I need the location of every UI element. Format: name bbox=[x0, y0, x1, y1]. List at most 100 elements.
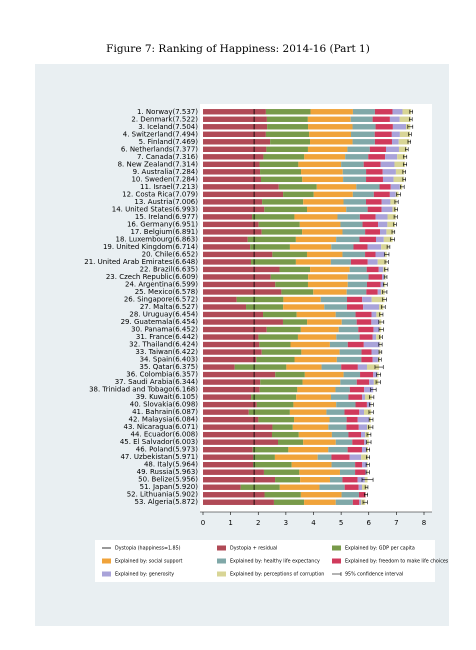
confidence-interval bbox=[409, 109, 413, 114]
legend-label: Explained by: freedom to make life choic… bbox=[345, 559, 449, 565]
bar-segment bbox=[373, 191, 390, 198]
bar-segment bbox=[379, 229, 387, 235]
bar-segment bbox=[303, 199, 344, 205]
confidence-interval bbox=[368, 410, 374, 415]
bar-segment bbox=[307, 116, 351, 122]
legend-area bbox=[95, 540, 435, 582]
bar-segment bbox=[352, 124, 376, 130]
bar-segment bbox=[203, 356, 257, 363]
y-tick-label: 12. Costa Rica(7.079) bbox=[122, 190, 198, 198]
y-tick-label: 6. Netherlands(7.377) bbox=[121, 145, 198, 153]
bar-segment bbox=[250, 259, 296, 265]
bar-segment bbox=[356, 319, 372, 325]
bar-segment bbox=[357, 477, 365, 483]
confidence-interval bbox=[364, 485, 369, 490]
y-tick-label: 21. United Arab Emirates(6.648) bbox=[84, 258, 198, 266]
bar-segment bbox=[203, 266, 280, 273]
bar-segment bbox=[271, 431, 299, 438]
bar-segment bbox=[359, 334, 373, 340]
bar-segment bbox=[343, 176, 367, 183]
confidence-interval bbox=[384, 252, 390, 257]
bar-segment bbox=[358, 484, 363, 490]
bar-segment bbox=[278, 184, 317, 190]
y-tick-label: 43. Nicaragua(6.071) bbox=[123, 423, 198, 431]
bar-segment bbox=[203, 492, 265, 498]
confidence-interval bbox=[383, 282, 388, 287]
bar-segment bbox=[379, 184, 391, 190]
bar-segment bbox=[306, 251, 343, 258]
bar-segment bbox=[300, 492, 342, 498]
bar-segment bbox=[371, 349, 379, 355]
y-tick-label: 49. Russia(5.963) bbox=[137, 468, 199, 476]
confidence-interval bbox=[374, 365, 384, 370]
x-tick-label: 0 bbox=[201, 519, 205, 527]
bar-segment bbox=[368, 274, 383, 280]
bar-segment bbox=[298, 161, 342, 168]
bar-segment bbox=[203, 334, 259, 340]
bar-segment bbox=[297, 386, 336, 393]
y-tick-label: 30. Panama(6.452) bbox=[131, 326, 198, 334]
bar-segment bbox=[252, 214, 295, 220]
bar-segment bbox=[297, 334, 337, 340]
bar-segment bbox=[375, 124, 393, 130]
bar-segment bbox=[266, 146, 308, 153]
bar-segment bbox=[275, 477, 301, 483]
bar-segment bbox=[259, 161, 299, 168]
y-tick-label: 14. United States(6.993) bbox=[112, 205, 199, 213]
bar-segment bbox=[256, 356, 295, 363]
bar-segment bbox=[331, 431, 349, 438]
y-tick-label: 25. Mexico(6.578) bbox=[135, 288, 199, 296]
bar-segment bbox=[203, 214, 253, 220]
confidence-interval bbox=[375, 380, 381, 385]
bar-segment bbox=[310, 139, 353, 145]
x-tick-label: 1 bbox=[228, 519, 232, 527]
bar-segment bbox=[203, 289, 282, 295]
bar-segment bbox=[331, 244, 354, 250]
y-tick-label: 16. Germany(6.951) bbox=[127, 220, 198, 228]
bar-segment bbox=[203, 146, 267, 153]
y-tick-label: 19. United Kingdom(6.714) bbox=[103, 243, 198, 251]
bar-segment bbox=[365, 394, 372, 400]
y-tick-label: 23. Czech Republic(6.609) bbox=[106, 273, 198, 281]
y-tick-label: 8. New Zealand(7.314) bbox=[118, 160, 199, 168]
bar-segment bbox=[203, 454, 254, 460]
bar-segment bbox=[261, 349, 302, 355]
bar-segment bbox=[260, 379, 303, 385]
legend-swatch bbox=[217, 558, 226, 564]
bar-segment bbox=[343, 371, 361, 378]
confidence-interval bbox=[394, 207, 398, 212]
confidence-interval bbox=[381, 305, 386, 309]
bar-segment bbox=[302, 229, 343, 235]
bar-segment bbox=[352, 109, 375, 115]
bar-segment bbox=[203, 394, 252, 400]
y-tick-label: 35. Qatar(6.375) bbox=[139, 363, 198, 371]
bar-segment bbox=[331, 454, 350, 460]
bar-segment bbox=[347, 341, 364, 348]
bar-segment bbox=[308, 274, 348, 280]
confidence-interval bbox=[402, 177, 406, 182]
bar-segment bbox=[346, 206, 368, 213]
bar-segment bbox=[360, 371, 374, 378]
bar-segment bbox=[348, 431, 362, 438]
bar-segment bbox=[355, 311, 372, 318]
y-tick-label: 10. Sweden(7.284) bbox=[131, 175, 198, 183]
bar-segment bbox=[301, 349, 340, 355]
bar-segment bbox=[387, 221, 396, 228]
confidence-interval bbox=[364, 492, 369, 497]
y-tick-label: 39. Kuwait(6.105) bbox=[136, 393, 199, 401]
bar-segment bbox=[392, 124, 407, 130]
y-tick-label: 40. Slovakia(6.098) bbox=[130, 401, 199, 409]
bar-segment bbox=[261, 229, 303, 235]
bar-segment bbox=[307, 206, 347, 213]
bar-segment bbox=[364, 439, 367, 445]
bar-segment bbox=[373, 371, 378, 378]
bar-segment bbox=[375, 236, 384, 243]
bar-segment bbox=[307, 319, 342, 325]
bar-segment bbox=[335, 386, 350, 393]
bar-segment bbox=[203, 116, 267, 122]
y-tick-label: 48. Italy(5.964) bbox=[144, 461, 198, 469]
bar-segment bbox=[375, 251, 385, 258]
bar-segment bbox=[349, 454, 362, 460]
bar-segment bbox=[393, 176, 405, 183]
y-tick-label: 5. Finland(7.469) bbox=[139, 138, 199, 146]
